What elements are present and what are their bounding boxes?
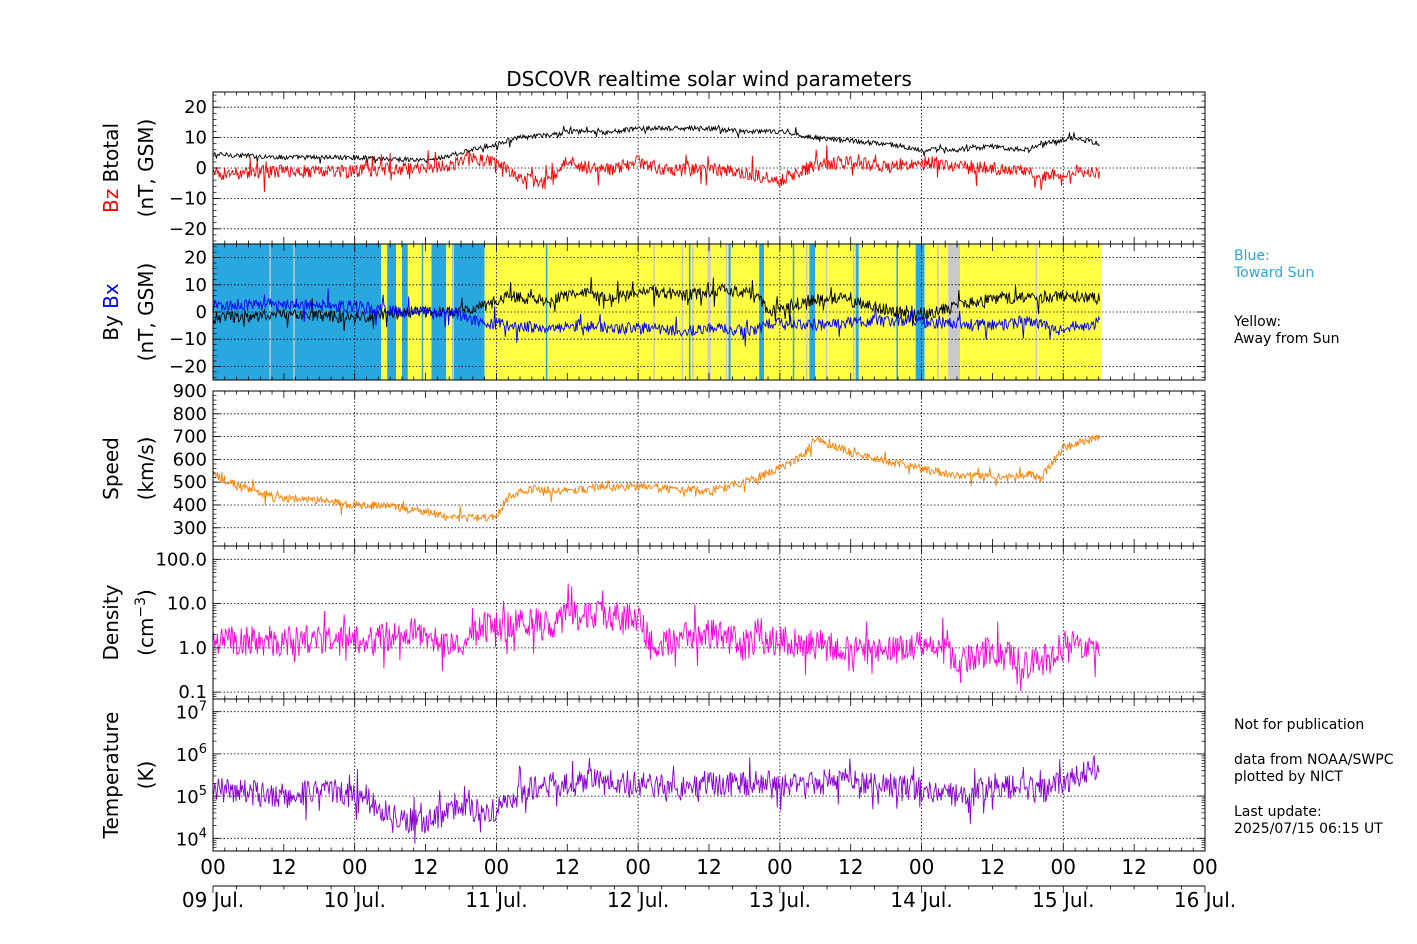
x-tick-label-date: 13 Jul. <box>749 888 811 912</box>
y-tick-label: 107 <box>176 700 207 724</box>
chart-title: DSCOVR realtime solar wind parameters <box>506 67 912 91</box>
x-tick-label-hour: 00 <box>484 855 509 879</box>
panel-density: 0.1 1.0 10.0 100.0 Density (cm−3) <box>99 545 1206 703</box>
series-btotal <box>213 124 1100 165</box>
y-tick-label: 106 <box>176 742 207 766</box>
x-tick-label-hour: 12 <box>980 855 1005 879</box>
sector-stripe <box>359 244 361 380</box>
y-tick-label: 20 <box>184 248 207 269</box>
y-tick-label: 105 <box>176 784 207 808</box>
y-tick-label: 0.1 <box>178 682 207 703</box>
x-tick-label-date: 11 Jul. <box>465 888 527 912</box>
panel-frame <box>212 545 1206 700</box>
sector-stripe <box>729 244 731 380</box>
x-tick-label-date: 15 Jul. <box>1032 888 1094 912</box>
sector-band-away <box>924 244 949 380</box>
sector-stripe <box>421 244 424 380</box>
sector-stripe <box>725 244 728 380</box>
x-tick-label-date: 14 Jul. <box>890 888 952 912</box>
y-tick-label: 300 <box>173 518 207 539</box>
x-tick-label-hour: 12 <box>413 855 438 879</box>
x-tick-label-hour: 00 <box>342 855 367 879</box>
x-tick-label-hour: 12 <box>271 855 296 879</box>
y-axis-series-label: Density <box>99 584 123 660</box>
sector-band-gap <box>948 244 960 380</box>
y-axis-series-label: Temperature <box>99 712 123 840</box>
sector-stripe <box>809 244 812 380</box>
y-tick-label: 104 <box>176 826 207 850</box>
panel-imf: −20 −10 0 10 20 By Bx (nT, GSM) <box>99 243 1206 381</box>
sector-band-away <box>484 244 760 380</box>
y-axis-unit-label: (K) <box>134 761 158 790</box>
x-tick-label-hour: 12 <box>696 855 721 879</box>
y-tick-label: 10 <box>184 275 207 296</box>
x-tick-label-date: 12 Jul. <box>607 888 669 912</box>
y-tick-label: −20 <box>169 219 207 240</box>
sector-stripe <box>337 244 340 380</box>
y-tick-label: 100.0 <box>155 549 207 570</box>
sector-stripe <box>707 244 710 380</box>
sector-stripe <box>806 244 808 380</box>
y-tick-label: 10.0 <box>167 594 207 615</box>
x-tick-label-hour: 12 <box>1121 855 1146 879</box>
y-tick-label: 700 <box>173 427 207 448</box>
y-tick-label: 0 <box>196 158 207 179</box>
y-axis-unit-label: (nT, GSM) <box>134 263 158 362</box>
series-density <box>213 583 1101 692</box>
toward-sun-note: Blue: Toward Sun <box>1234 248 1315 281</box>
y-tick-label: 800 <box>173 404 207 425</box>
x-tick-label-hour: 00 <box>1192 855 1217 879</box>
series-bx <box>213 288 1101 347</box>
x-tick-label-hour: 00 <box>909 855 934 879</box>
y-tick-label: 10 <box>184 128 207 149</box>
sector-stripe <box>792 244 795 380</box>
y-tick-label: 0 <box>196 302 207 323</box>
last-update-note: Last update: 2025/07/15 06:15 UT <box>1234 804 1383 837</box>
y-tick-label: 500 <box>173 472 207 493</box>
sector-stripe <box>855 244 858 380</box>
x-tick-label-hour: 00 <box>625 855 650 879</box>
x-axis: 00 12 00 12 00 12 00 12 00 12 00 12 00 12 00 09 Jul. 10 … <box>182 855 1236 912</box>
y-axis-series-label: By Bx <box>99 283 123 341</box>
y-tick-label: −10 <box>169 188 207 209</box>
away-sun-note: Yellow: Away from Sun <box>1234 314 1340 347</box>
x-tick-label-hour: 12 <box>555 855 580 879</box>
y-axis-unit-label: (nT, GSM) <box>134 119 158 218</box>
y-tick-label: 600 <box>173 449 207 470</box>
y-tick-label: 1.0 <box>178 638 207 659</box>
y-tick-label: 20 <box>184 97 207 118</box>
x-tick-label-date: 16 Jul. <box>1174 888 1236 912</box>
series-temperature <box>213 754 1100 844</box>
y-tick-label: 400 <box>173 495 207 516</box>
publication-note: Not for publication <box>1234 717 1365 733</box>
y-tick-label: −10 <box>169 329 207 350</box>
x-tick-label-hour: 00 <box>767 855 792 879</box>
y-axis-unit-label: (km/s) <box>134 437 158 501</box>
panel-temperature: 104 105 106 107 Temperature (K) <box>99 698 1206 852</box>
series-speed <box>213 434 1101 523</box>
series-bz <box>213 145 1101 192</box>
y-axis-series-label: Bz Btotal <box>99 123 123 213</box>
x-tick-label-date: 10 Jul. <box>324 888 386 912</box>
sector-band-toward <box>759 244 764 380</box>
x-tick-label-hour: 00 <box>1051 855 1076 879</box>
x-tick-label-date: 09 Jul. <box>182 888 244 912</box>
x-tick-label-hour: 00 <box>200 855 225 879</box>
panel-frame <box>212 390 1206 547</box>
x-tick-label-hour: 12 <box>838 855 863 879</box>
y-tick-label: 900 <box>173 381 207 402</box>
y-axis-unit-label: (cm−3) <box>133 589 158 656</box>
sector-stripe <box>452 244 454 380</box>
sector-band-away <box>959 244 1102 380</box>
y-axis-series-label: Speed <box>99 437 123 500</box>
source-note: data from NOAA/SWPC plotted by NICT <box>1234 752 1394 785</box>
series-by <box>213 276 1101 332</box>
sector-stripe <box>709 244 711 380</box>
panel-field: −20 −10 0 10 20 Bz Btotal (nT, GSM) <box>99 91 1206 245</box>
y-tick-label: −20 <box>169 356 207 377</box>
